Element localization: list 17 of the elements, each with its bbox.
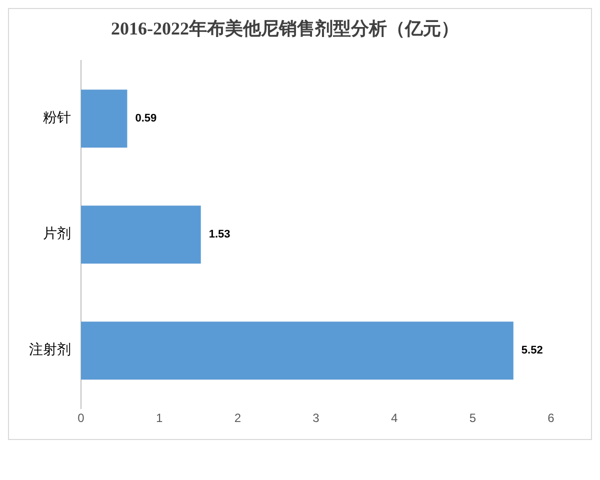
x-tick-label: 1: [156, 411, 163, 426]
y-tick-label: 粉针: [43, 110, 71, 126]
y-tick-label: 片剂: [43, 226, 71, 242]
data-label: 1.53: [208, 228, 230, 241]
x-tick-label: 0: [78, 411, 85, 426]
y-tick-label: 注射剂: [29, 342, 71, 358]
bar: [81, 90, 128, 148]
chart-title: 2016-2022年布美他尼销售剂型分析（亿元）: [111, 18, 459, 38]
bar: [81, 206, 201, 264]
data-label: 0.59: [135, 112, 157, 125]
x-tick-label: 3: [312, 411, 320, 426]
bar: [81, 322, 514, 380]
x-tick-label: 2: [234, 411, 242, 426]
x-tick-label: 5: [469, 411, 476, 426]
x-tick-label: 4: [390, 411, 398, 426]
data-label: 5.52: [521, 344, 543, 357]
x-tick-label: 6: [548, 411, 555, 426]
